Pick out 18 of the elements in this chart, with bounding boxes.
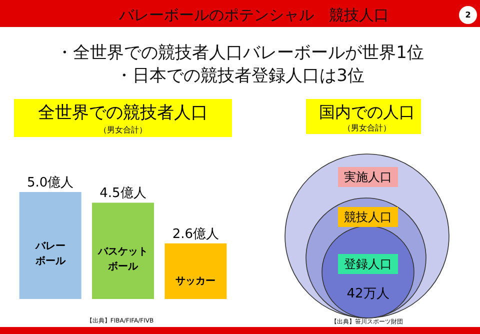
category-label: 競技人口: [344, 210, 392, 224]
chart-subtitle: （男女合計）: [99, 126, 147, 134]
chart-title: 全世界での競技者人口: [38, 103, 208, 123]
text: 2: [465, 10, 471, 20]
text: バレーボールのポテンシャル 競技人口: [118, 6, 389, 24]
data-label: 4.5億人: [100, 186, 146, 202]
data-label: 5.0億人: [26, 176, 74, 190]
category-label: 実施人口: [344, 170, 392, 184]
x-tick-label: バスケットボール: [97, 246, 148, 272]
text: 国内での人口: [319, 102, 415, 122]
text: ・全世界での競技者人口バレーボールが世界1位: [56, 43, 424, 63]
text: ・日本での競技者登録人口は3位: [116, 66, 364, 86]
category-label: 登録人口: [344, 257, 392, 271]
x-tick-label: バレーボール: [34, 240, 66, 266]
text: 42万人: [346, 286, 390, 302]
data-label: 2.6億人: [172, 226, 220, 242]
text: （男女合計）: [343, 124, 391, 132]
x-tick-label: サッカー: [176, 276, 216, 287]
